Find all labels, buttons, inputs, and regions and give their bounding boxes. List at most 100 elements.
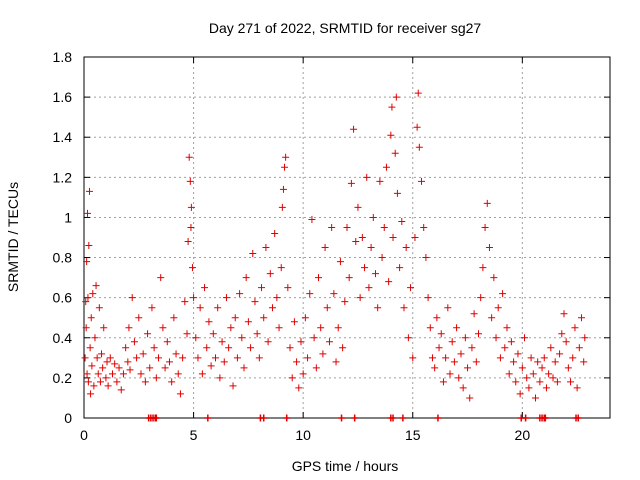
data-point — [130, 338, 138, 346]
y-tick-label: 0.8 — [53, 250, 73, 266]
zero-data-point — [541, 414, 549, 422]
data-point — [152, 374, 160, 382]
data-point — [581, 334, 589, 342]
data-point — [398, 217, 406, 225]
zero-data-point — [260, 414, 268, 422]
data-point — [98, 350, 106, 358]
data-point — [244, 318, 252, 326]
data-point — [450, 358, 458, 366]
data-point — [214, 304, 222, 312]
data-point — [84, 209, 92, 217]
data-point — [185, 153, 193, 161]
data-point — [374, 304, 382, 312]
data-point — [503, 324, 511, 332]
data-point — [356, 294, 364, 302]
y-tick-label: 1.2 — [53, 169, 73, 185]
data-point — [341, 298, 349, 306]
data-point — [301, 314, 309, 322]
y-tick-label: 1.4 — [53, 129, 73, 145]
data-point — [207, 362, 215, 370]
data-point — [512, 378, 520, 386]
data-point — [323, 304, 331, 312]
data-point — [494, 304, 502, 312]
data-point — [455, 374, 463, 382]
data-point — [85, 187, 93, 195]
x-tick-label: 0 — [80, 427, 88, 443]
data-point — [396, 264, 404, 272]
data-point — [481, 223, 489, 231]
data-point — [86, 344, 94, 352]
data-point — [240, 364, 248, 372]
data-point — [170, 314, 178, 322]
data-point — [198, 370, 206, 378]
data-point — [242, 274, 250, 282]
data-point — [415, 143, 423, 151]
data-point — [111, 360, 119, 368]
y-tick-label: 0.2 — [53, 370, 73, 386]
data-point — [365, 284, 373, 292]
data-point — [258, 284, 266, 292]
data-point — [299, 370, 307, 378]
data-point — [212, 354, 219, 362]
data-point — [282, 153, 290, 161]
y-tick-label: 0 — [64, 410, 72, 426]
data-point — [332, 358, 340, 366]
data-point — [183, 330, 191, 338]
data-point — [536, 378, 544, 386]
data-point — [122, 344, 130, 352]
data-point — [106, 354, 114, 362]
data-point — [308, 215, 316, 223]
data-point — [83, 258, 91, 266]
data-point — [413, 123, 421, 131]
data-point — [404, 334, 412, 342]
data-point — [83, 370, 91, 378]
data-point — [194, 354, 202, 362]
data-point — [358, 234, 366, 241]
zero-data-point — [574, 414, 582, 422]
data-point — [501, 344, 509, 352]
data-point — [295, 384, 303, 392]
data-point — [378, 254, 386, 262]
y-tick-label: 0.4 — [53, 330, 73, 346]
data-point — [422, 254, 430, 262]
data-point — [229, 382, 237, 390]
data-point — [345, 274, 353, 282]
data-point — [361, 264, 369, 272]
data-point — [150, 344, 158, 352]
data-point — [433, 314, 441, 322]
data-point — [466, 394, 474, 402]
grid-lines — [84, 57, 610, 418]
data-point — [529, 370, 537, 378]
x-axis-label: GPS time / hours — [292, 458, 399, 474]
data-point — [385, 278, 393, 286]
data-point — [510, 358, 518, 366]
y-tick-label: 1 — [64, 209, 72, 225]
data-point — [157, 274, 165, 282]
data-point — [420, 223, 428, 231]
data-point — [330, 290, 338, 298]
axis-ticks: 0 0.2 0.4 0.6 0.8 1 1.2 1.4 1.6 1.8 0 5 10 15 20 — [53, 49, 610, 443]
zero-data-point — [283, 414, 291, 422]
data-point — [222, 294, 230, 302]
data-point — [564, 364, 572, 372]
data-point — [470, 310, 478, 318]
data-point — [547, 344, 555, 352]
data-point — [414, 89, 422, 97]
data-point — [523, 374, 531, 382]
data-point — [402, 244, 410, 252]
zero-data-point — [338, 414, 346, 422]
data-point — [216, 374, 224, 382]
data-point — [367, 244, 375, 252]
data-point — [319, 350, 327, 358]
data-point — [251, 298, 259, 306]
data-point — [472, 358, 480, 366]
data-point — [328, 223, 336, 231]
data-point — [492, 334, 500, 342]
data-point — [571, 324, 579, 332]
data-point — [262, 244, 270, 252]
data-point — [163, 338, 171, 346]
data-point — [266, 270, 274, 278]
data-point — [90, 382, 98, 390]
data-point — [82, 298, 90, 306]
